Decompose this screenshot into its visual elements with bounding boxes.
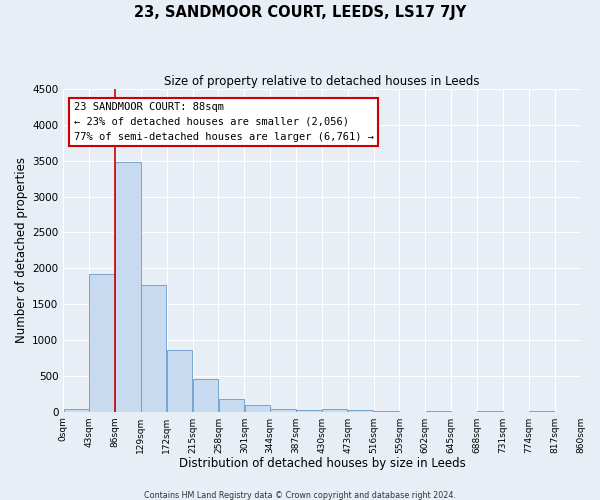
Bar <box>271 408 296 412</box>
Bar <box>348 410 373 412</box>
Bar <box>115 162 140 412</box>
X-axis label: Distribution of detached houses by size in Leeds: Distribution of detached houses by size … <box>179 457 465 470</box>
Bar <box>245 405 270 411</box>
Bar <box>219 399 244 411</box>
Bar <box>374 411 399 412</box>
Bar <box>322 409 347 412</box>
Title: Size of property relative to detached houses in Leeds: Size of property relative to detached ho… <box>164 75 479 88</box>
Bar <box>193 380 218 412</box>
Bar <box>167 350 193 412</box>
Y-axis label: Number of detached properties: Number of detached properties <box>15 158 28 344</box>
Bar <box>89 274 115 411</box>
Text: Contains HM Land Registry data © Crown copyright and database right 2024.: Contains HM Land Registry data © Crown c… <box>144 490 456 500</box>
Bar <box>141 285 166 412</box>
Text: 23 SANDMOOR COURT: 88sqm
← 23% of detached houses are smaller (2,056)
77% of sem: 23 SANDMOOR COURT: 88sqm ← 23% of detach… <box>74 102 374 142</box>
Bar <box>296 410 322 412</box>
Text: 23, SANDMOOR COURT, LEEDS, LS17 7JY: 23, SANDMOOR COURT, LEEDS, LS17 7JY <box>134 5 466 20</box>
Bar <box>64 408 89 412</box>
